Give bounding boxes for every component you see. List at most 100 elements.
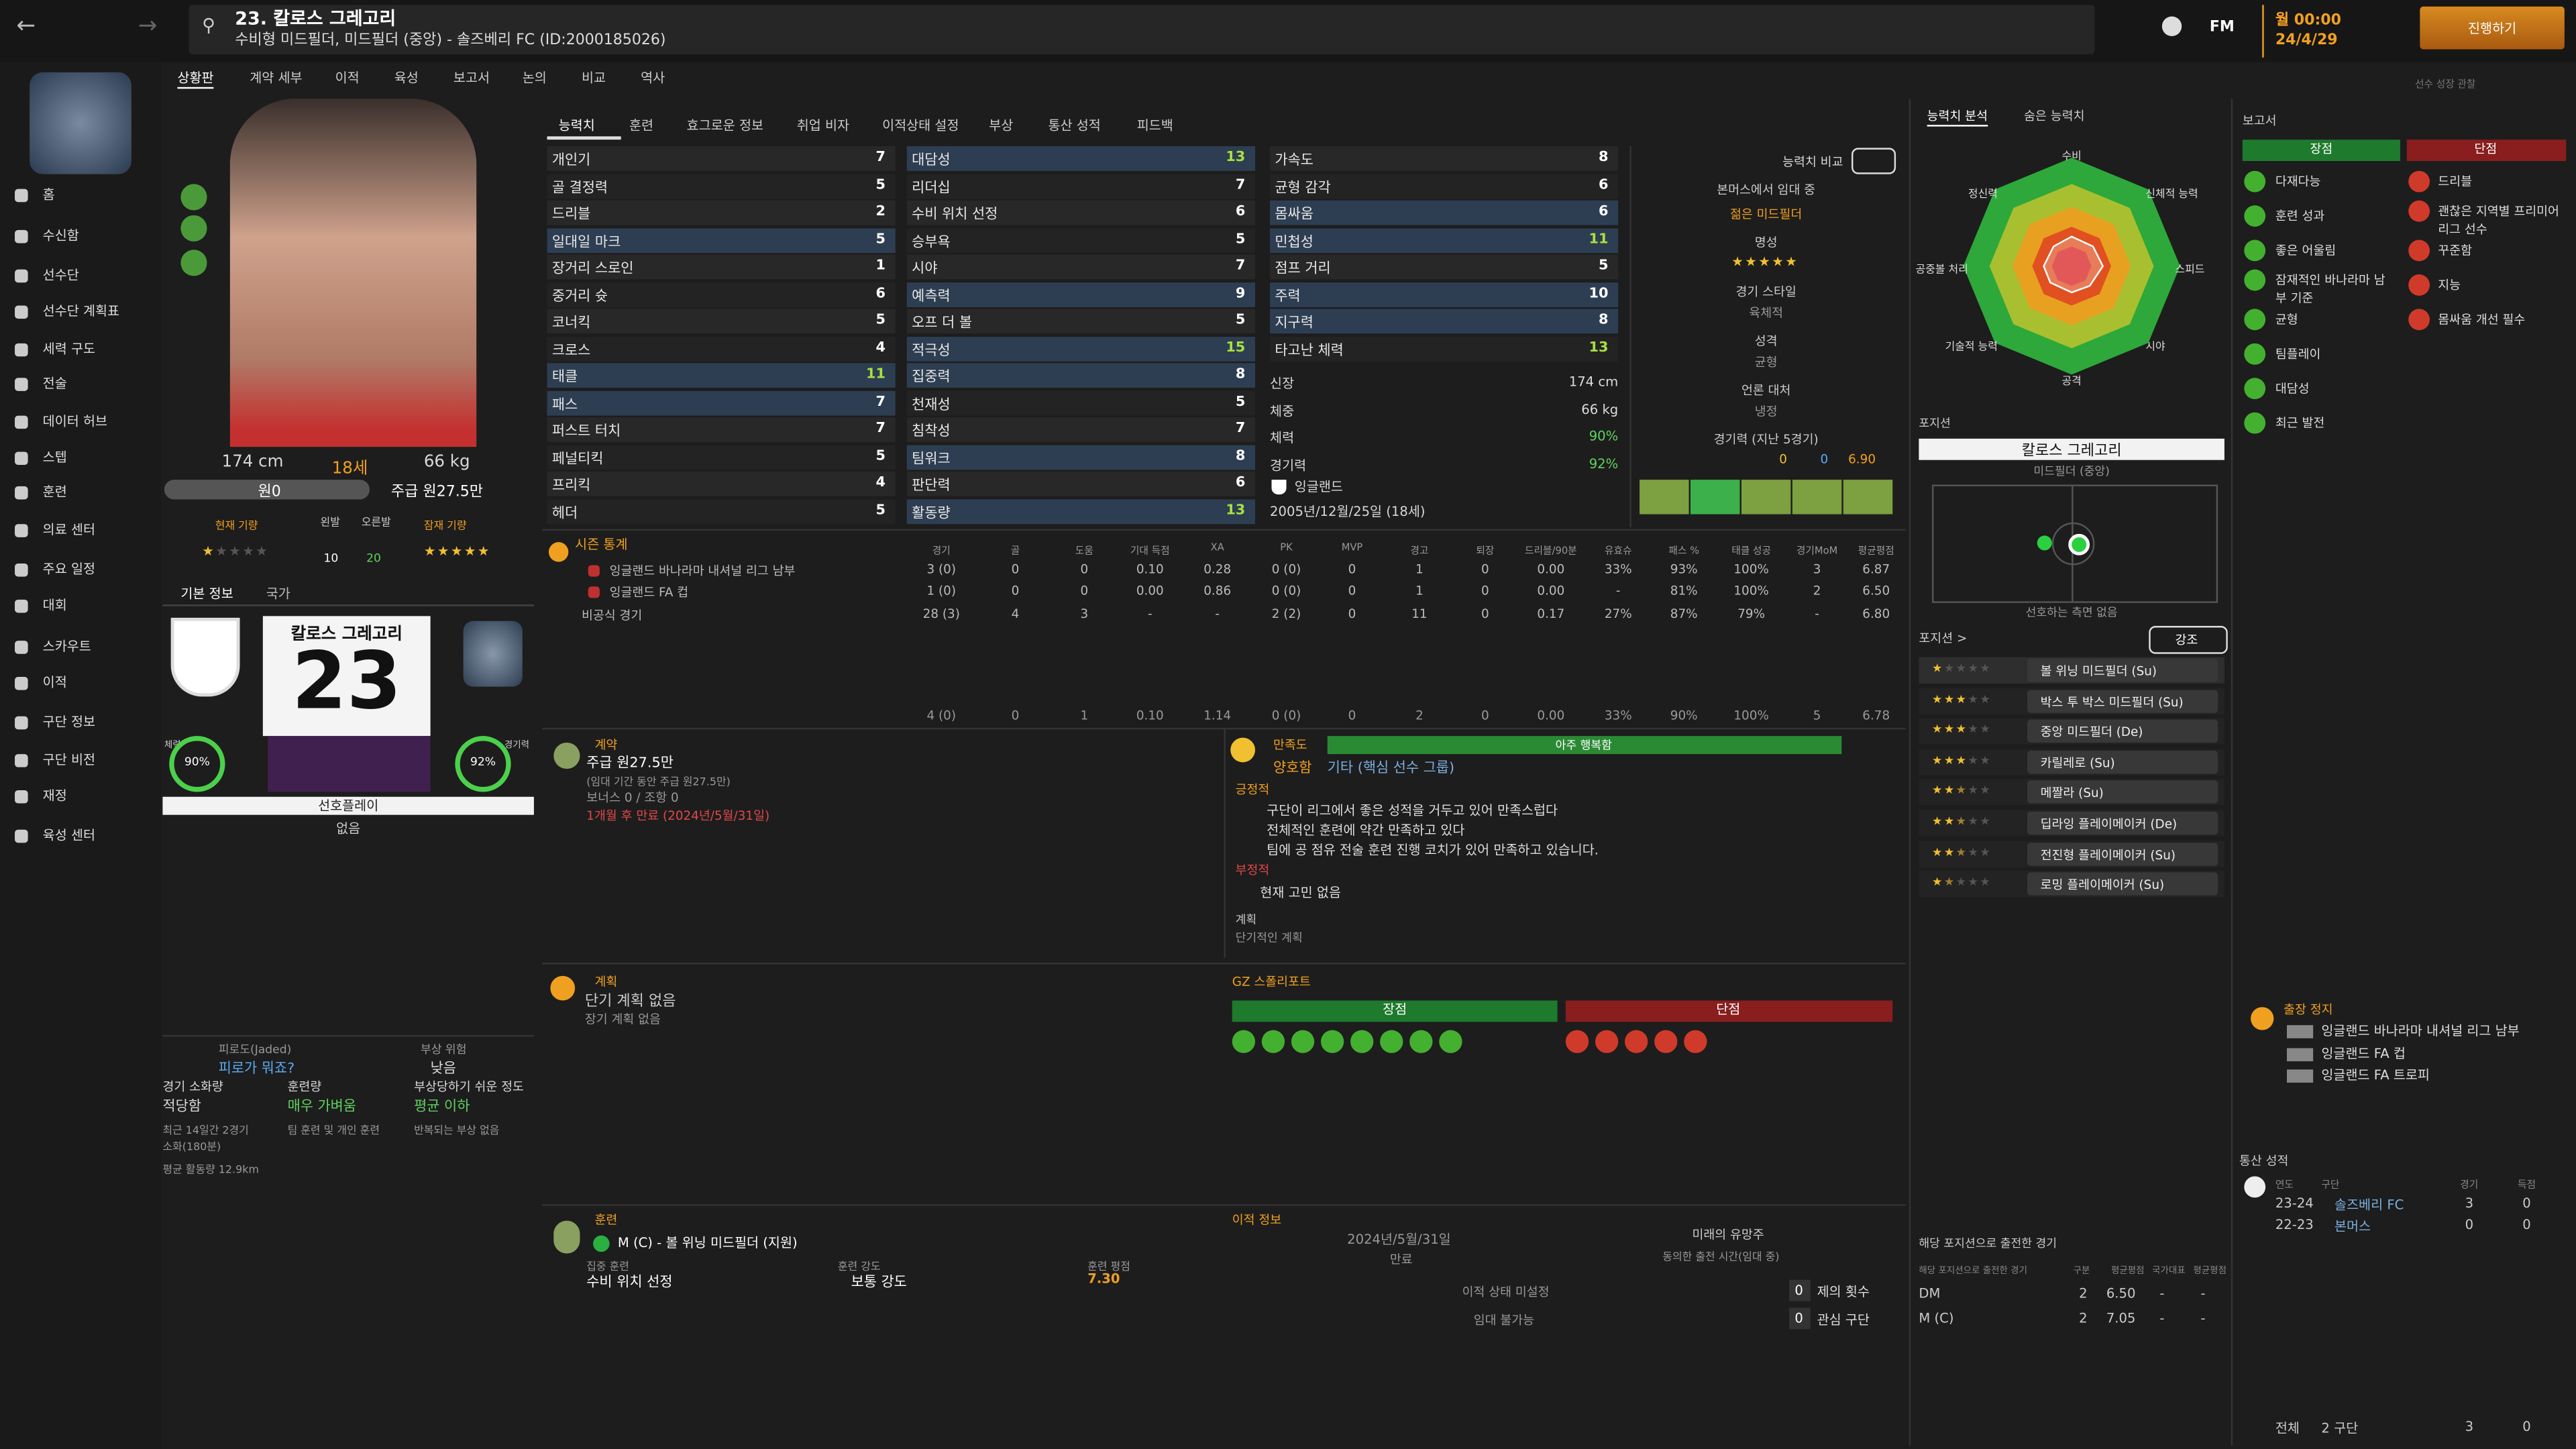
sidebar-item[interactable]: 수신함 xyxy=(42,228,79,244)
text: 체력 xyxy=(1270,430,1295,445)
role-box[interactable] xyxy=(2027,872,2218,896)
text: 0.86 xyxy=(1203,584,1232,599)
sidebar-item[interactable]: 선수단 xyxy=(42,268,79,283)
nav-tab[interactable]: 육성 xyxy=(394,70,419,86)
text: 평균평점 xyxy=(1858,545,1894,557)
button-label[interactable]: 진행하기 xyxy=(2468,21,2517,36)
attribute-name: 오프 더 볼 xyxy=(912,315,973,332)
tab[interactable]: 부상 xyxy=(989,118,1014,133)
pro-icon xyxy=(2244,343,2266,365)
text: 평균 이하 xyxy=(414,1099,470,1116)
text: 2 구단 xyxy=(2321,1421,2359,1436)
role-box[interactable] xyxy=(2027,720,2218,743)
con-icon xyxy=(1625,1030,1648,1053)
date-box xyxy=(2262,5,2408,58)
text: 구단이 리그에서 좋은 성적을 거두고 있어 만족스럽다 xyxy=(1267,803,1558,818)
nav-icon xyxy=(15,451,28,466)
tab[interactable]: 통산 성적 xyxy=(1048,118,1101,133)
nav-tab[interactable]: 이적 xyxy=(335,70,360,86)
text: 최근 14일간 2경기 xyxy=(162,1124,249,1137)
text: 보통 강도 xyxy=(851,1275,907,1291)
attribute-row xyxy=(547,146,896,171)
role-box[interactable] xyxy=(2027,811,2218,835)
form-bar xyxy=(1690,480,1740,515)
role-box[interactable] xyxy=(2027,659,2218,682)
role-box[interactable] xyxy=(2027,750,2218,773)
nav-tab[interactable]: 비교 xyxy=(581,70,606,86)
text: 태클 성공 xyxy=(1731,545,1772,557)
sidebar-item[interactable]: 이적 xyxy=(42,675,67,690)
sidebar-item[interactable]: 의료 센터 xyxy=(42,522,96,537)
nav-tab[interactable]: 상황판 xyxy=(177,69,214,89)
text: 92% xyxy=(470,755,496,769)
text: 4 xyxy=(1011,605,1020,621)
sidebar-item[interactable]: 구단 정보 xyxy=(42,714,96,730)
sidebar-item[interactable]: 구단 비전 xyxy=(42,752,96,767)
tab[interactable]: 능력치 xyxy=(558,118,595,133)
text: 경기력 xyxy=(504,741,530,751)
tab[interactable]: 훈련 xyxy=(629,118,654,133)
tab[interactable]: 국가 xyxy=(266,586,290,602)
attribute-value: 7 xyxy=(1235,420,1246,437)
attribute-row xyxy=(906,254,1256,280)
text: 33% xyxy=(1604,561,1632,577)
nav-tab[interactable]: 보고서 xyxy=(453,70,490,86)
text: 명성 xyxy=(1754,235,1778,250)
badge xyxy=(180,250,207,276)
dropdown[interactable] xyxy=(1851,148,1896,174)
attribute-value: 13 xyxy=(1226,502,1246,519)
con-icon xyxy=(1684,1030,1707,1053)
back-icon[interactable]: ← xyxy=(16,13,36,40)
attribute-value: 13 xyxy=(1589,339,1609,356)
sidebar-item[interactable]: 데이터 허브 xyxy=(42,414,108,429)
pro-icon xyxy=(1380,1030,1403,1053)
tab[interactable]: 능력치 분석 xyxy=(1927,107,1988,127)
axis-label: 신체적 능력 xyxy=(2145,187,2198,201)
sidebar-item[interactable]: 스카우트 xyxy=(42,639,91,654)
attribute-value: 8 xyxy=(1599,149,1609,166)
attribute-value: 5 xyxy=(1599,258,1609,274)
sidebar-item[interactable]: 훈련 xyxy=(42,484,67,500)
nav-tab[interactable]: 역사 xyxy=(641,70,665,86)
attribute-value: 5 xyxy=(875,176,886,193)
sidebar-item[interactable]: 스텝 xyxy=(42,450,67,466)
tab[interactable]: 숨은 능력치 xyxy=(2024,108,2085,123)
text: 메짤라 (Su) xyxy=(2040,786,2104,801)
continue-button[interactable] xyxy=(2420,6,2565,50)
dropdown[interactable] xyxy=(2149,626,2228,654)
sidebar-item[interactable]: 대회 xyxy=(42,598,67,613)
text: 2 (2) xyxy=(1271,605,1301,621)
sidebar-item[interactable]: 홈 xyxy=(42,187,55,203)
sidebar-item[interactable]: 선수단 계획표 xyxy=(42,304,120,319)
text: 3 (0) xyxy=(926,561,957,577)
sidebar-item[interactable]: 재정 xyxy=(42,788,67,804)
nav-tab[interactable]: 계약 세부 xyxy=(250,70,303,86)
sidebar-item[interactable]: 주요 일정 xyxy=(42,561,96,577)
sidebar-item[interactable]: 세력 구도 xyxy=(42,341,96,357)
text: 평균평점 xyxy=(2193,1267,2226,1277)
tab[interactable]: 이적상태 설정 xyxy=(882,118,959,133)
text: 1 xyxy=(1415,584,1424,599)
nav-tab[interactable]: 논의 xyxy=(522,70,547,86)
tab[interactable]: 효그로운 정보 xyxy=(686,118,764,133)
fwd-icon[interactable]: → xyxy=(138,13,158,40)
role-box[interactable] xyxy=(2027,689,2218,712)
tab[interactable]: 피드백 xyxy=(1136,118,1173,133)
role-box[interactable] xyxy=(2027,781,2218,804)
divider xyxy=(542,1204,1906,1206)
sidebar-item[interactable]: 육성 센터 xyxy=(42,828,96,843)
attribute-value: 7 xyxy=(875,149,886,166)
text: 월 00:00 xyxy=(2275,13,2341,30)
text: 2 xyxy=(2079,1311,2088,1326)
tab[interactable]: 취업 비자 xyxy=(796,118,850,133)
text: FM xyxy=(2209,19,2235,36)
text: 다재다능 xyxy=(2275,174,2321,189)
attribute-value: 2 xyxy=(875,203,886,221)
text: 0.28 xyxy=(1203,561,1232,577)
role-box[interactable] xyxy=(2027,842,2218,865)
tab[interactable]: 기본 정보 xyxy=(180,586,233,602)
sidebar-item[interactable]: 전술 xyxy=(42,376,67,391)
attribute-row xyxy=(906,390,1256,415)
text: 경기력 (지난 5경기) xyxy=(1713,432,1819,447)
text: 잠재적인 바나라마 남부 기준 xyxy=(2275,272,2385,306)
